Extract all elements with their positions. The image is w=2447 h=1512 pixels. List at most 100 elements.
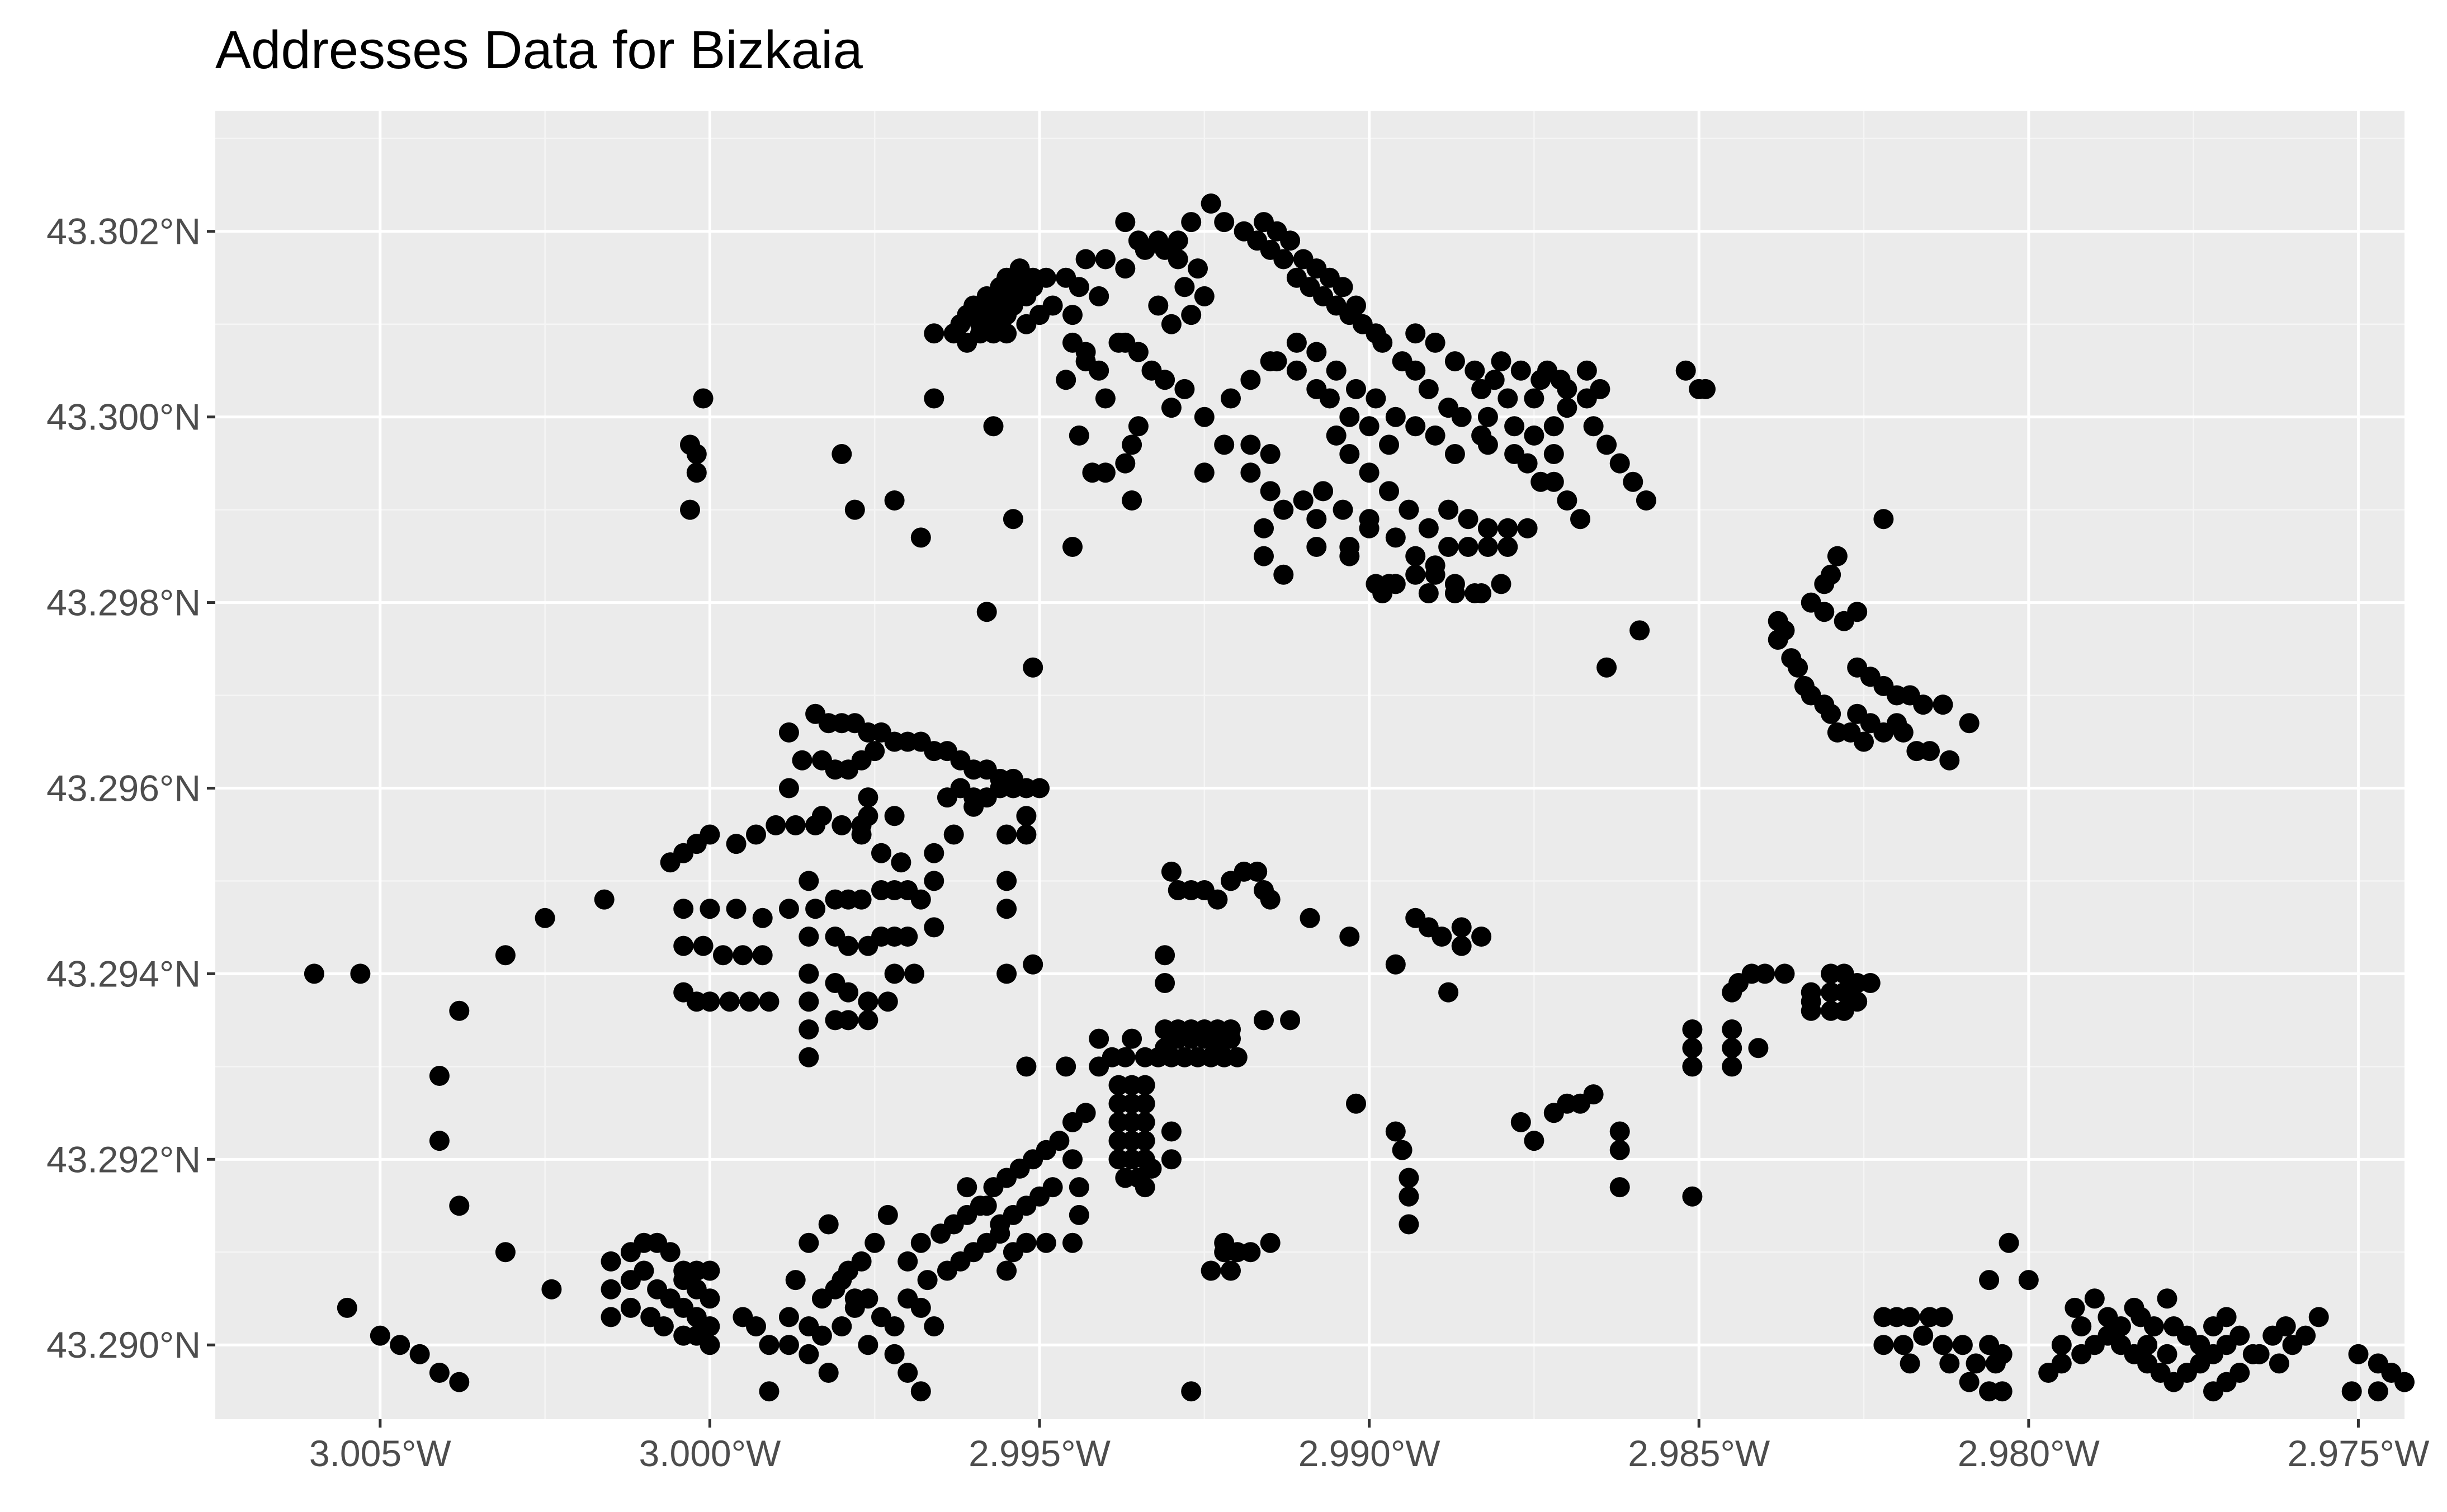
- data-point: [713, 945, 733, 966]
- data-point: [601, 1307, 621, 1327]
- data-point: [1425, 425, 1445, 446]
- data-point: [1201, 193, 1221, 214]
- data-point: [910, 1381, 931, 1402]
- data-point: [1537, 360, 1557, 381]
- data-point: [832, 1316, 852, 1336]
- data-point: [1385, 527, 1406, 548]
- data-point: [1920, 741, 1940, 762]
- data-point: [1095, 249, 1116, 270]
- data-point: [726, 834, 747, 854]
- data-point: [910, 889, 931, 910]
- data-point: [1155, 973, 1175, 993]
- data-point: [594, 889, 615, 910]
- data-point: [1966, 1353, 1986, 1374]
- data-point: [799, 927, 819, 947]
- data-point: [1181, 1381, 1202, 1402]
- data-point: [2308, 1307, 2329, 1327]
- data-point: [1774, 963, 1795, 984]
- data-point: [844, 499, 865, 520]
- data-point: [1128, 416, 1149, 437]
- data-point: [752, 908, 773, 928]
- data-point: [1425, 564, 1445, 585]
- data-point: [1075, 249, 1096, 270]
- data-point: [1174, 379, 1195, 399]
- data-point: [2110, 1316, 2131, 1336]
- data-point: [746, 1316, 766, 1336]
- data-point: [601, 1279, 621, 1300]
- data-point: [1722, 1019, 1742, 1040]
- data-point: [739, 991, 760, 1012]
- data-point: [700, 1335, 720, 1355]
- data-point: [838, 1260, 858, 1281]
- data-point: [1339, 927, 1360, 947]
- data-point: [1254, 518, 1274, 538]
- data-point: [1399, 499, 1419, 520]
- data-point: [1682, 1056, 1703, 1077]
- data-point: [1062, 537, 1083, 557]
- data-point: [1788, 657, 1808, 678]
- data-point: [1260, 1232, 1281, 1253]
- data-point: [1959, 1372, 1980, 1392]
- data-point: [700, 824, 720, 845]
- data-point: [673, 935, 694, 956]
- data-point: [1003, 1242, 1023, 1263]
- data-point: [884, 963, 905, 984]
- data-point: [2051, 1335, 2072, 1355]
- data-point: [1306, 342, 1327, 362]
- data-point: [1471, 583, 1492, 603]
- data-point: [1636, 490, 1656, 511]
- data-point: [1609, 1177, 1630, 1198]
- data-point: [1510, 360, 1531, 381]
- data-point: [1141, 1158, 1162, 1179]
- data-point: [1115, 258, 1136, 279]
- data-point: [1418, 583, 1439, 603]
- data-point: [495, 945, 516, 966]
- data-point: [409, 1344, 430, 1364]
- data-point: [1444, 351, 1465, 372]
- data-point: [700, 991, 720, 1012]
- data-point: [1069, 1177, 1089, 1198]
- data-point: [811, 806, 832, 826]
- data-point: [304, 963, 324, 984]
- data-point: [990, 1214, 1010, 1235]
- data-point: [1273, 564, 1294, 585]
- data-point: [884, 806, 905, 826]
- data-point: [1438, 982, 1459, 1003]
- data-point: [1399, 1214, 1419, 1235]
- data-point: [1524, 388, 1544, 409]
- data-point: [1405, 546, 1426, 566]
- data-point: [1451, 917, 1472, 938]
- data-point: [1346, 1093, 1366, 1114]
- data-point: [858, 991, 878, 1012]
- data-point: [1260, 351, 1281, 372]
- data-point: [1985, 1353, 2006, 1374]
- data-point: [1675, 360, 1696, 381]
- data-point: [871, 843, 891, 863]
- data-point: [1122, 490, 1142, 511]
- data-point: [1095, 462, 1116, 483]
- data-point: [1339, 546, 1360, 566]
- data-point: [1557, 379, 1577, 399]
- data-point: [910, 1232, 931, 1253]
- data-point: [1016, 1056, 1037, 1077]
- data-point: [983, 416, 1004, 437]
- data-point: [1933, 694, 1953, 715]
- data-point: [1893, 1335, 1914, 1355]
- data-point: [1003, 509, 1023, 530]
- data-point: [877, 1204, 898, 1225]
- data-point: [759, 1381, 780, 1402]
- data-point: [1201, 1260, 1221, 1281]
- data-point: [1089, 1056, 1109, 1077]
- data-point: [957, 1177, 977, 1198]
- data-point: [996, 824, 1017, 845]
- data-point: [1682, 1186, 1703, 1207]
- data-point: [1992, 1381, 2013, 1402]
- y-tick-label: 43.292°N: [46, 1138, 201, 1180]
- data-point: [799, 1232, 819, 1253]
- data-point: [1326, 425, 1347, 446]
- data-point: [1900, 1353, 1920, 1374]
- data-point: [1471, 379, 1492, 399]
- data-point: [1062, 305, 1083, 325]
- data-point: [2143, 1316, 2164, 1336]
- data-point: [1418, 379, 1439, 399]
